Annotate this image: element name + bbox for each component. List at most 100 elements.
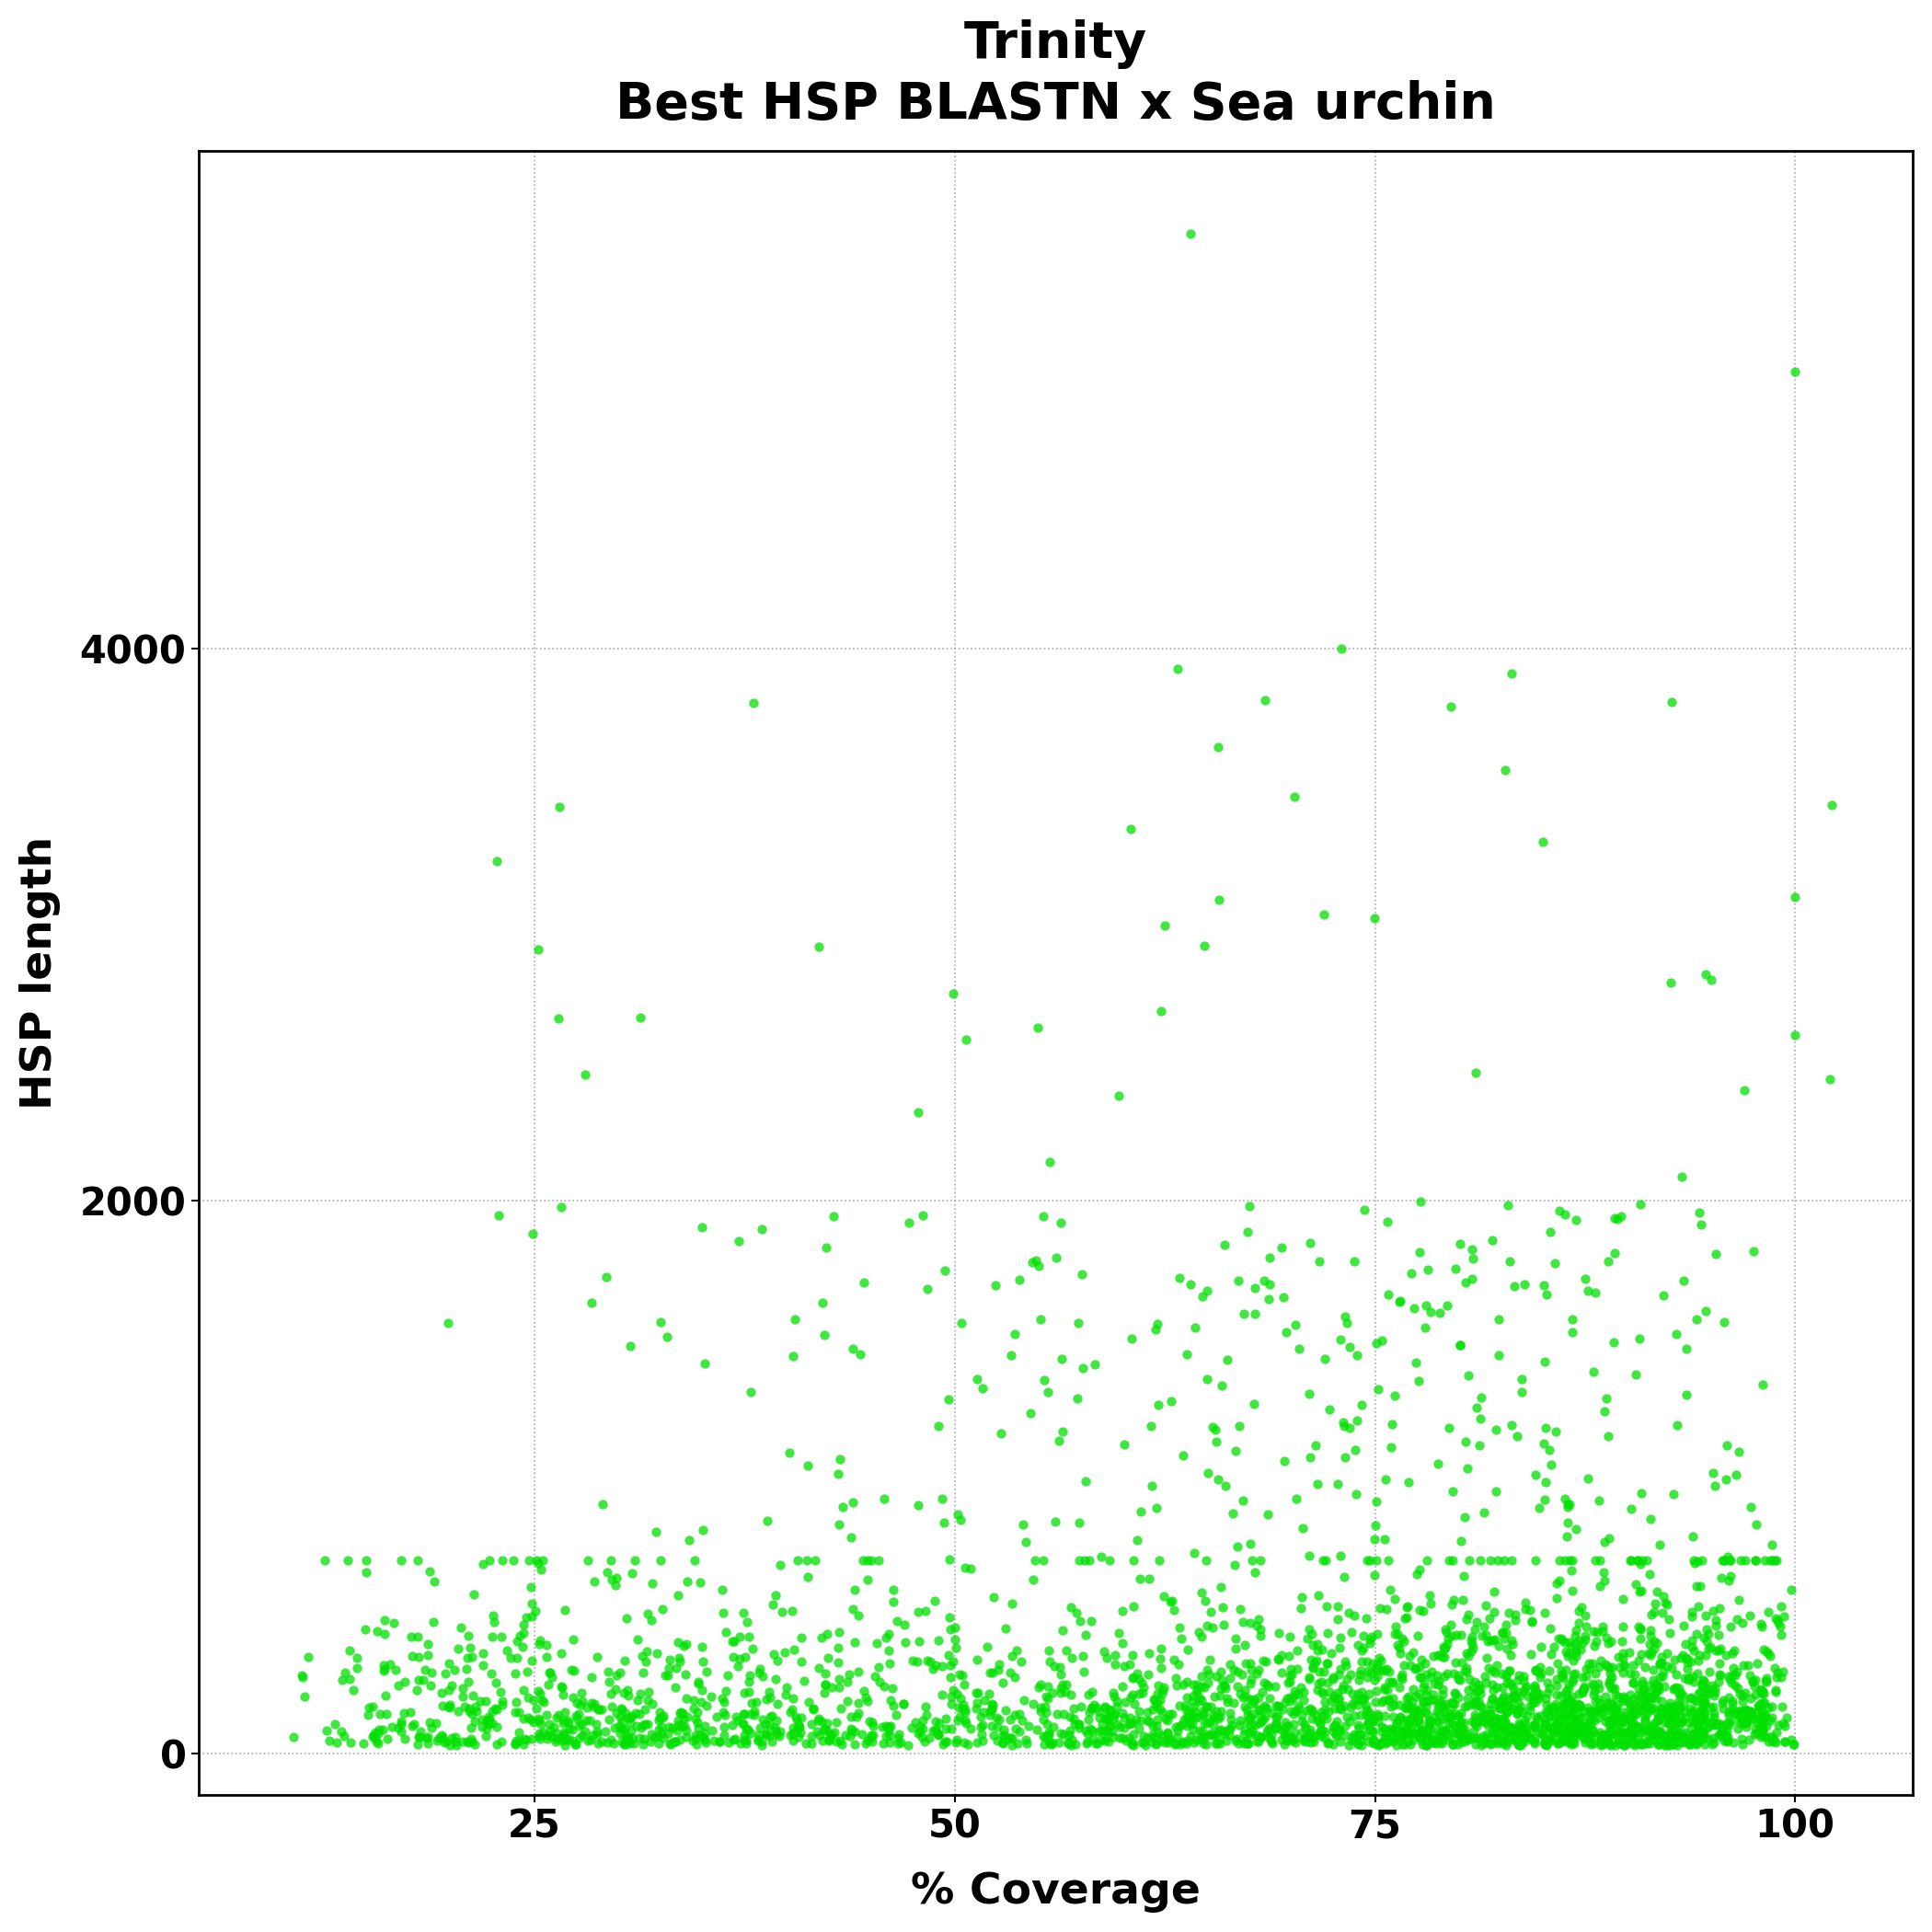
Point bbox=[1260, 1690, 1291, 1721]
Point bbox=[1360, 1511, 1391, 1542]
Point bbox=[1378, 1714, 1408, 1745]
Point bbox=[1718, 1652, 1748, 1683]
Point bbox=[1536, 1694, 1567, 1725]
Point bbox=[1719, 1671, 1750, 1702]
Point bbox=[1381, 1619, 1412, 1650]
Point bbox=[1563, 1607, 1594, 1638]
Point bbox=[611, 1714, 641, 1745]
Point bbox=[1383, 1671, 1414, 1702]
Point bbox=[404, 1721, 435, 1752]
Point bbox=[1689, 1721, 1719, 1752]
Point bbox=[1557, 1718, 1588, 1748]
Point bbox=[1484, 1723, 1515, 1754]
Point bbox=[1503, 1723, 1534, 1754]
Point bbox=[1536, 1449, 1567, 1480]
Point bbox=[632, 1685, 663, 1716]
Point bbox=[1760, 1675, 1791, 1706]
Point bbox=[779, 1712, 810, 1743]
Point bbox=[1480, 1710, 1511, 1741]
Point bbox=[1117, 1323, 1148, 1354]
Point bbox=[1542, 1727, 1573, 1758]
Point bbox=[1293, 1725, 1323, 1756]
Point bbox=[1229, 1718, 1260, 1748]
Point bbox=[1350, 1710, 1381, 1741]
Point bbox=[852, 1565, 883, 1596]
Point bbox=[1065, 1712, 1095, 1743]
Point bbox=[1519, 1723, 1549, 1754]
Point bbox=[1577, 1669, 1607, 1700]
Point bbox=[591, 1727, 622, 1758]
Point bbox=[1030, 1721, 1061, 1752]
Point bbox=[383, 1669, 413, 1700]
Point bbox=[1053, 1727, 1084, 1758]
Point bbox=[736, 1376, 767, 1406]
Point bbox=[1721, 1604, 1752, 1634]
Point bbox=[769, 1636, 800, 1667]
Point bbox=[531, 1723, 562, 1754]
Point bbox=[1613, 1716, 1644, 1747]
Point bbox=[827, 1729, 858, 1760]
Point bbox=[1289, 1725, 1320, 1756]
Point bbox=[1235, 1528, 1265, 1559]
Point bbox=[1548, 1689, 1578, 1719]
Point bbox=[576, 1719, 607, 1750]
Point bbox=[545, 1638, 576, 1669]
Point bbox=[962, 1727, 993, 1758]
Point bbox=[616, 1557, 647, 1588]
Point bbox=[995, 1656, 1026, 1687]
Point bbox=[1414, 1714, 1445, 1745]
Point bbox=[923, 1410, 954, 1441]
Point bbox=[941, 1633, 972, 1663]
Point bbox=[1405, 1236, 1435, 1267]
Point bbox=[1648, 1706, 1679, 1737]
Point bbox=[1349, 1719, 1379, 1750]
Point bbox=[1515, 1716, 1546, 1747]
Point bbox=[1358, 1723, 1389, 1754]
Point bbox=[643, 1714, 674, 1745]
Point bbox=[871, 1710, 902, 1741]
Point bbox=[761, 1704, 792, 1735]
Point bbox=[645, 1712, 676, 1743]
Point bbox=[1302, 1580, 1333, 1611]
Point bbox=[1055, 1700, 1086, 1731]
Point bbox=[1520, 1546, 1551, 1577]
Point bbox=[1662, 1725, 1692, 1756]
Point bbox=[1109, 1650, 1140, 1681]
Point bbox=[1376, 1408, 1406, 1439]
Point bbox=[460, 1706, 491, 1737]
Point bbox=[1057, 1702, 1088, 1733]
Point bbox=[1418, 1685, 1449, 1716]
Point bbox=[1034, 1146, 1065, 1177]
Point bbox=[1538, 1692, 1569, 1723]
Point bbox=[1549, 1546, 1580, 1577]
Point bbox=[1366, 1325, 1397, 1356]
Point bbox=[1654, 1729, 1685, 1760]
Point bbox=[1401, 1681, 1432, 1712]
Point bbox=[1142, 1687, 1173, 1718]
Point bbox=[1490, 1706, 1520, 1737]
Point bbox=[744, 1658, 775, 1689]
Point bbox=[918, 1716, 949, 1747]
Point bbox=[410, 1654, 440, 1685]
Point bbox=[1567, 1712, 1598, 1743]
Point bbox=[1490, 1694, 1520, 1725]
Point bbox=[645, 1546, 676, 1577]
Point bbox=[1449, 1721, 1480, 1752]
Point bbox=[1229, 1714, 1260, 1745]
Point bbox=[927, 1484, 958, 1515]
Point bbox=[1488, 1714, 1519, 1745]
Point bbox=[951, 1024, 981, 1055]
Point bbox=[1184, 1617, 1215, 1648]
Point bbox=[1675, 1683, 1706, 1714]
Point bbox=[1493, 1719, 1524, 1750]
Point bbox=[1743, 1690, 1774, 1721]
Point bbox=[1480, 1414, 1511, 1445]
Point bbox=[690, 1725, 721, 1756]
Point bbox=[1470, 1725, 1501, 1756]
Point bbox=[1461, 1675, 1492, 1706]
Point bbox=[1271, 1683, 1302, 1714]
Point bbox=[1631, 1690, 1662, 1721]
Point bbox=[1117, 1708, 1148, 1739]
Point bbox=[1569, 1723, 1600, 1754]
Point bbox=[1101, 1690, 1132, 1721]
